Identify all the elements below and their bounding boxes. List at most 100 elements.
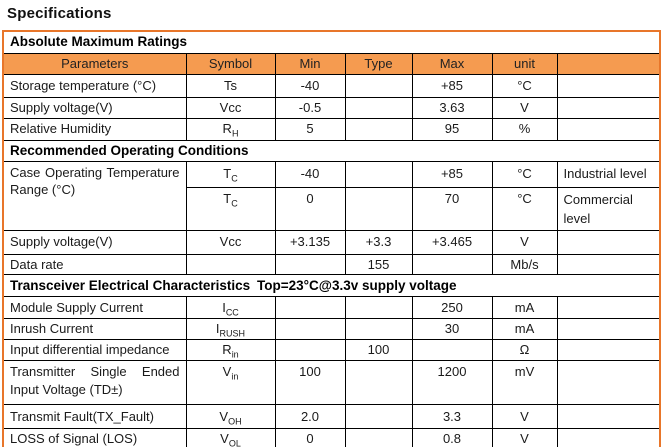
max-cell: +85 (411, 73, 493, 98)
max-cell (411, 339, 493, 362)
column-header-min: Min (274, 52, 346, 75)
symbol-base: Vcc (219, 99, 242, 115)
note-cell (556, 73, 661, 98)
table-row: Case Operating Temperature Range (°C) TC… (2, 160, 661, 231)
symbol-cell: TC (185, 160, 276, 188)
type-cell (344, 296, 413, 320)
note-cell (556, 253, 661, 276)
symbol-sub: in (231, 350, 239, 361)
max-cell: +85 (411, 160, 493, 188)
note-cell (556, 296, 661, 320)
section-title: Recommended Operating Conditions (2, 139, 661, 162)
symbol-cell (185, 253, 276, 276)
param-cell: Supply voltage(V) (2, 96, 187, 119)
type-cell: +3.3 (344, 229, 413, 255)
symbol-sub: in (231, 371, 239, 382)
param-cell: Inrush Current (2, 318, 187, 341)
symbol-sub: OH (228, 416, 242, 427)
symbol-base: I (215, 321, 220, 337)
type-cell (344, 318, 413, 341)
symbol-cell: Ts (185, 73, 276, 98)
unit-cell: V (491, 404, 558, 430)
type-cell (344, 117, 413, 141)
param-cell: Case Operating Temperature Range (°C) (2, 160, 187, 231)
note-cell: Commercial level (556, 186, 661, 231)
table-row: TC 0 70 °C Commercial level (3, 186, 661, 231)
min-cell: 5 (274, 117, 346, 141)
symbol-cell: TC (185, 186, 276, 231)
min-cell (274, 296, 346, 320)
section-title: Absolute Maximum Ratings (2, 30, 661, 54)
param-cell: Supply voltage(V) (2, 229, 187, 255)
symbol-cell: Vcc (185, 96, 276, 119)
symbol-base: V (220, 431, 229, 447)
min-cell: 0 (274, 428, 346, 447)
symbol-cell: Vin (185, 360, 276, 406)
unit-cell: Ω (491, 339, 558, 362)
symbol-sub: C (231, 198, 238, 209)
param-cell: Storage temperature (°C) (2, 73, 187, 98)
max-cell: 30 (411, 318, 493, 341)
type-cell: 155 (344, 253, 413, 276)
max-cell: 3.3 (411, 404, 493, 430)
symbol-cell: IRUSH (185, 318, 276, 341)
specifications-table: Absolute Maximum Ratings Parameters Symb… (2, 30, 662, 447)
symbol-base: Vcc (219, 234, 242, 250)
section-header-recommended-operating-conditions: Recommended Operating Conditions (2, 139, 661, 162)
column-header-blank (556, 52, 661, 75)
unit-cell: V (491, 428, 558, 447)
unit-cell: Mb/s (491, 253, 558, 276)
type-cell (344, 360, 413, 406)
column-header-type: Type (344, 52, 413, 75)
min-cell (274, 253, 346, 276)
table-row: Supply voltage(V) Vcc +3.135 +3.3 +3.465… (2, 229, 661, 255)
max-cell: 95 (411, 117, 493, 141)
max-cell (411, 253, 493, 276)
table-row: Supply voltage(V) Vcc -0.5 3.63 V (2, 96, 661, 119)
symbol-cell: Rin (185, 339, 276, 362)
table-row: Storage temperature (°C) Ts -40 +85 °C (2, 73, 661, 98)
section-subtitle: Top=23°C@3.3v supply voltage (257, 277, 457, 293)
column-header-unit: unit (491, 52, 558, 75)
type-cell (344, 428, 413, 447)
type-cell (344, 186, 413, 231)
param-cell: Transmitter Single Ended Input Voltage (… (2, 360, 187, 406)
unit-cell: mV (491, 360, 558, 406)
param-cell: Module Supply Current (2, 296, 187, 320)
column-header-max: Max (411, 52, 493, 75)
symbol-cell: Vcc (185, 229, 276, 255)
table-row: Transmitter Single Ended Input Voltage (… (2, 360, 661, 406)
symbol-cell: VOH (185, 404, 276, 430)
param-cell: Transmit Fault(TX_Fault) (2, 404, 187, 430)
param-cell: Relative Humidity (2, 117, 187, 141)
unit-cell: °C (491, 73, 558, 98)
symbol-base: V (219, 408, 229, 424)
min-cell: -40 (274, 160, 346, 188)
param-cell: LOSS of Signal (LOS) (2, 428, 187, 447)
symbol-sub: RUSH (219, 329, 246, 340)
max-cell: 250 (411, 296, 493, 320)
note-cell (556, 318, 661, 341)
table-row: LOSS of Signal (LOS) VOL 0 0.8 V (2, 428, 661, 447)
symbol-cell: RH (185, 117, 276, 141)
max-cell: 0.8 (411, 428, 493, 447)
unit-cell: mA (491, 296, 558, 320)
unit-cell: V (491, 96, 558, 119)
type-cell: 100 (344, 339, 413, 362)
min-cell: -0.5 (274, 96, 346, 119)
type-cell (344, 96, 413, 119)
column-header-parameters: Parameters (2, 52, 187, 75)
section-title: Transceiver Electrical Characteristics (10, 277, 251, 293)
symbol-base: R (222, 121, 232, 137)
min-cell: -40 (274, 73, 346, 98)
symbol-base: Ts (224, 77, 237, 93)
type-cell (344, 404, 413, 430)
unit-cell: V (491, 229, 558, 255)
table-row: Transmit Fault(TX_Fault) VOH 2.0 3.3 V (2, 404, 661, 430)
column-header-symbol: Symbol (185, 52, 276, 75)
min-cell: 0 (274, 186, 346, 231)
symbol-sub: OL (228, 438, 241, 447)
note-cell (556, 229, 661, 255)
max-cell: 70 (411, 186, 493, 231)
